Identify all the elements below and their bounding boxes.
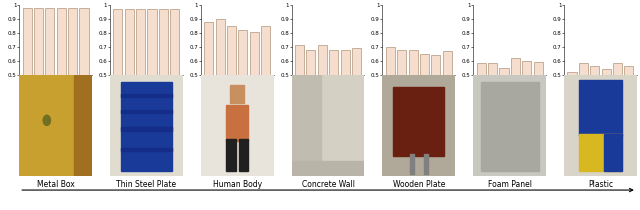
Bar xyxy=(57,8,66,144)
Bar xyxy=(261,26,270,144)
Text: Plastic: Plastic xyxy=(588,180,613,189)
Bar xyxy=(590,66,599,144)
Bar xyxy=(74,75,92,176)
Bar xyxy=(170,9,179,144)
Bar xyxy=(121,82,172,171)
Text: Thin Steel Plate: Thin Steel Plate xyxy=(116,180,177,189)
Bar xyxy=(604,134,622,171)
Bar xyxy=(125,9,134,144)
Bar xyxy=(238,30,248,144)
Bar xyxy=(602,69,611,144)
Bar xyxy=(34,8,43,144)
Bar xyxy=(579,134,622,171)
Bar xyxy=(613,63,622,144)
Bar xyxy=(443,51,452,144)
Text: Human Body: Human Body xyxy=(212,180,262,189)
Bar xyxy=(568,72,577,144)
Bar xyxy=(204,22,213,144)
Bar xyxy=(147,9,157,144)
Bar xyxy=(499,68,509,144)
Bar xyxy=(317,45,327,144)
Bar xyxy=(410,154,413,174)
Bar xyxy=(121,110,172,113)
Bar xyxy=(481,82,539,171)
Text: Wooden Plate: Wooden Plate xyxy=(392,180,445,189)
Bar xyxy=(329,50,339,144)
Bar xyxy=(295,45,304,144)
Bar xyxy=(394,87,444,156)
Bar xyxy=(397,50,406,144)
Bar xyxy=(386,47,395,144)
Bar xyxy=(216,19,225,144)
Bar xyxy=(45,8,54,144)
Bar xyxy=(340,50,349,144)
Bar xyxy=(68,8,77,144)
Text: Foam Panel: Foam Panel xyxy=(488,180,532,189)
Bar xyxy=(625,66,634,144)
Bar xyxy=(579,63,588,144)
Bar xyxy=(227,105,248,141)
Bar xyxy=(488,63,497,144)
Bar xyxy=(121,148,172,151)
Bar xyxy=(22,8,31,144)
Bar xyxy=(477,63,486,144)
Bar xyxy=(227,26,236,144)
Bar xyxy=(424,154,428,174)
Bar xyxy=(352,48,361,144)
Circle shape xyxy=(43,115,51,125)
Bar xyxy=(307,50,316,144)
Bar xyxy=(121,127,172,131)
Bar xyxy=(511,58,520,144)
Bar xyxy=(230,85,244,103)
Text: Concrete Wall: Concrete Wall xyxy=(301,180,355,189)
Bar xyxy=(534,62,543,144)
Bar xyxy=(292,161,364,176)
Bar xyxy=(522,61,531,144)
Bar xyxy=(250,32,259,144)
Bar xyxy=(239,139,248,171)
Bar xyxy=(579,80,622,136)
Bar xyxy=(292,75,321,176)
Bar xyxy=(408,50,418,144)
Bar xyxy=(227,139,236,171)
Bar xyxy=(113,9,122,144)
Bar xyxy=(159,9,168,144)
Bar xyxy=(431,55,440,144)
Bar xyxy=(79,8,88,144)
Bar xyxy=(136,9,145,144)
Bar xyxy=(121,94,172,97)
Bar xyxy=(420,54,429,144)
Text: Metal Box: Metal Box xyxy=(36,180,74,189)
